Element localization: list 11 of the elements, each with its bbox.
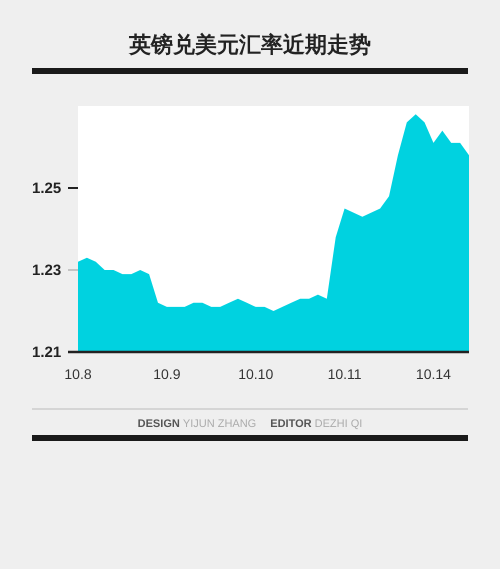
x-tick-label: 10.10 — [238, 366, 274, 382]
text: EDITOR DEZHI QI — [270, 418, 362, 430]
x-tick-label: 10.11 — [328, 366, 362, 382]
y-tick-label: 1.25 — [32, 180, 62, 197]
y-tick-label: 1.21 — [32, 344, 62, 361]
x-tick-label: 10.9 — [153, 366, 181, 382]
x-tick-label: 10.14 — [416, 366, 452, 382]
chart-title: 英镑兑美元汇率近期走势 — [128, 32, 371, 57]
x-tick-label: 10.8 — [64, 366, 92, 382]
y-tick-label: 1.23 — [32, 262, 62, 279]
text: DESIGN YIJUN ZHANG — [138, 418, 256, 430]
